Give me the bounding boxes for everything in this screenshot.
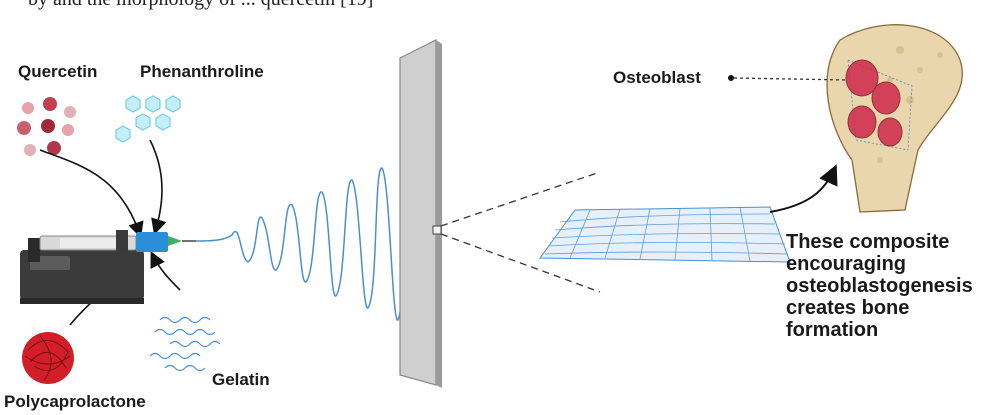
- polycaprolactone-icon: [22, 332, 74, 384]
- caption-line: osteoblastogenesis: [786, 275, 973, 297]
- gelatin-label: Gelatin: [212, 370, 270, 389]
- phenanthroline-arrow: [149, 139, 167, 236]
- caption-line: creates bone: [786, 297, 910, 319]
- osteoblast-pointer-line: [733, 77, 849, 81]
- mesh-to-bone-arrow: [769, 164, 838, 213]
- zoom-line-bottom: [440, 233, 601, 293]
- nanofiber-mesh: [539, 206, 791, 263]
- phenanthroline-icon: [115, 95, 181, 143]
- result-caption: These composite encouraging osteoblastog…: [786, 231, 973, 341]
- femur-bone-icon: [826, 24, 963, 213]
- zoom-line-top: [440, 171, 601, 227]
- osteoblast-label: Osteoblast: [613, 68, 701, 87]
- gelatin-icon: [149, 316, 221, 372]
- cropped-text-line: by and the morphology of ... quercetin […: [28, 0, 373, 11]
- quercetin-arrow: [39, 149, 144, 239]
- cropped-paper-text: by and the morphology of ... quercetin […: [0, 0, 989, 22]
- quercetin-icon: [17, 97, 76, 156]
- caption-line: encouraging: [786, 253, 907, 275]
- electrospun-fiber-jet: [195, 154, 431, 329]
- polycaprolactone-label: Polycaprolactone: [4, 392, 146, 411]
- caption-line: These composite: [786, 231, 950, 253]
- collector-plate: [399, 39, 442, 388]
- quercetin-label: Quercetin: [18, 62, 98, 81]
- syringe-pump-icon: [20, 230, 196, 304]
- osteoblast-pointer-dot: [728, 75, 734, 81]
- phenanthroline-label: Phenanthroline: [140, 62, 264, 81]
- caption-line: formation: [786, 319, 879, 341]
- osteoblast-cells: [845, 59, 903, 147]
- gelatin-arrow: [150, 251, 181, 291]
